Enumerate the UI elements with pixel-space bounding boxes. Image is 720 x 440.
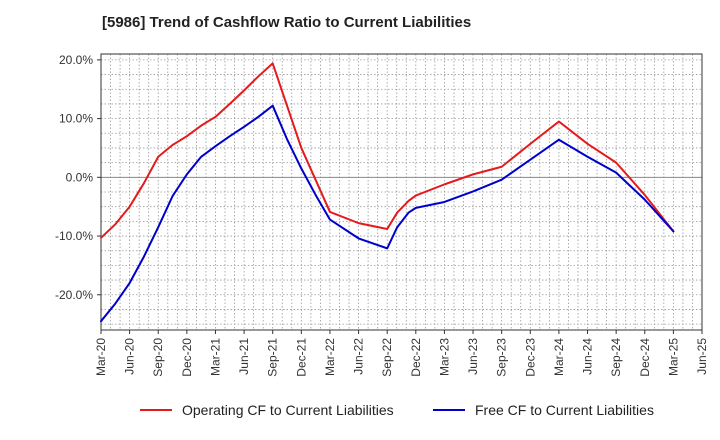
- legend-swatch-operating-cf: [140, 409, 172, 411]
- legend-swatch-free-cf: [433, 409, 465, 411]
- chart-legend: Operating CF to Current Liabilities Free…: [0, 402, 720, 426]
- x-tick-label: Dec-24: [638, 338, 652, 377]
- x-tick-label: Jun-20: [123, 338, 137, 375]
- legend-item-operating-cf: Operating CF to Current Liabilities: [140, 402, 394, 418]
- x-tick-label: Jun-21: [237, 338, 251, 375]
- x-tick-label: Dec-21: [294, 338, 308, 377]
- y-tick-label: -10.0%: [55, 229, 93, 243]
- x-tick-label: Dec-23: [523, 338, 537, 377]
- y-tick-label: -20.0%: [55, 288, 93, 302]
- x-tick-label: Sep-22: [380, 338, 394, 377]
- legend-label-free-cf: Free CF to Current Liabilities: [475, 402, 654, 418]
- x-tick-label: Jun-25: [695, 338, 709, 375]
- legend-label-operating-cf: Operating CF to Current Liabilities: [182, 402, 394, 418]
- x-tick-label: Jun-24: [581, 338, 595, 375]
- x-tick-label: Dec-22: [409, 338, 423, 377]
- x-tick-label: Mar-23: [437, 338, 451, 376]
- x-tick-label: Sep-20: [151, 338, 165, 377]
- x-tick-label: Jun-22: [352, 338, 366, 375]
- x-tick-label: Mar-24: [552, 338, 566, 376]
- plot-frame: [100, 53, 703, 331]
- legend-item-free-cf: Free CF to Current Liabilities: [433, 402, 654, 418]
- x-tick-label: Jun-23: [466, 338, 480, 375]
- x-tick-label: Sep-21: [266, 338, 280, 377]
- x-tick-label: Dec-20: [180, 338, 194, 377]
- x-tick-label: Mar-21: [208, 338, 222, 376]
- x-tick-label: Sep-24: [609, 338, 623, 377]
- series-line-operating-cf: [100, 62, 675, 239]
- plot-area: [101, 54, 702, 330]
- series-line-free-cf: [100, 104, 675, 323]
- chart-title: [5986] Trend of Cashflow Ratio to Curren…: [102, 14, 472, 31]
- x-tick-label: Mar-22: [323, 338, 337, 376]
- y-tick-label: 10.0%: [59, 112, 93, 126]
- y-tick-label: 0.0%: [66, 170, 94, 184]
- x-tick-label: Mar-25: [666, 338, 680, 376]
- x-tick-label: Sep-23: [495, 338, 509, 377]
- x-tick-label: Mar-20: [94, 338, 108, 376]
- y-tick-label: 20.0%: [59, 53, 93, 67]
